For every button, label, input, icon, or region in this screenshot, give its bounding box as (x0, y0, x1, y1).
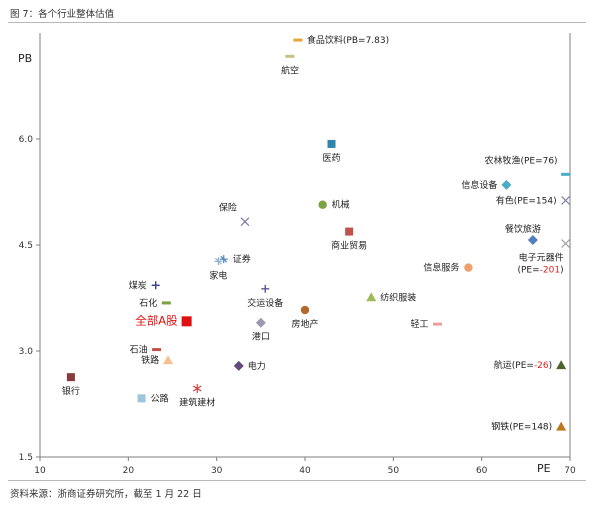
label-negative-part: -201 (540, 266, 560, 276)
point-marker (293, 38, 303, 42)
x-tick-label: 20 (123, 466, 135, 476)
label-part: 航运(PE= (494, 359, 534, 371)
x-tick-label: 30 (211, 466, 223, 476)
point-marker (161, 301, 171, 305)
y-axis-title: PB (18, 52, 32, 65)
point-marker (327, 139, 336, 148)
star-a (220, 255, 228, 263)
x-b (561, 239, 571, 249)
x-axis-title: PE (537, 462, 551, 475)
point-marker (433, 322, 442, 326)
point-marker (137, 394, 146, 403)
point-marker (261, 284, 270, 293)
point-marker (151, 281, 160, 290)
point-label: 餐饮旅游 (505, 223, 541, 235)
point-marker (345, 227, 354, 236)
point-marker (214, 257, 223, 266)
chart-marks (66, 38, 571, 431)
chart-axes: 10 20 30 40 50 60 70 1.5 3.0 4.5 6.0 PB PE (18, 33, 576, 476)
point-label: 铁路 (141, 354, 159, 366)
point-marker (255, 317, 266, 328)
point-label: 机械 (332, 199, 350, 211)
footer-divider (8, 480, 586, 481)
scatter-chart: 10 20 30 40 50 60 70 1.5 3.0 4.5 6.0 PB PE 食品饮料(PB=7… (18, 33, 576, 476)
y-tick-label: 3.0 (19, 347, 34, 357)
point-marker (561, 196, 571, 205)
point-marker (233, 360, 244, 371)
point-label: 证券 (233, 253, 251, 265)
point-label: 农林牧渔(PE=76) (484, 154, 557, 166)
y-tick-label: 6.0 (19, 135, 34, 145)
point-label: 纺织服装 (380, 291, 416, 303)
point-label: 保险 (219, 202, 237, 214)
point-marker (152, 348, 162, 352)
point-label: 医药 (322, 153, 340, 164)
point-marker (561, 239, 571, 249)
point-marker (556, 421, 567, 431)
ast-b (192, 385, 202, 392)
point-label: 煤炭 (129, 279, 147, 291)
point-marker (300, 305, 310, 315)
point-label: 全部A股 (135, 313, 178, 327)
point-marker (240, 217, 250, 227)
point-label: 电子元器件 (519, 252, 564, 264)
x-tick-label: 60 (476, 466, 488, 476)
x-b (240, 217, 250, 227)
label-negative-part: -26 (534, 361, 549, 371)
point-marker (192, 383, 202, 393)
caption-divider (8, 22, 586, 23)
point-label: 轻工 (410, 318, 428, 330)
point-label: 公路 (151, 392, 169, 404)
x-tick-label: 40 (299, 466, 311, 476)
star-a (215, 257, 222, 265)
x-b (561, 196, 571, 205)
x-tick-label: 50 (388, 466, 400, 476)
point-label: 钢铁(PE=148) (491, 421, 552, 433)
y-tick-label: 4.5 (19, 241, 33, 251)
point-label: 航空 (281, 64, 299, 76)
point-marker (285, 54, 295, 58)
label-part: (PE= (517, 266, 539, 276)
point-marker (464, 263, 473, 272)
point-marker (556, 360, 567, 370)
point-marker (163, 355, 174, 365)
point-label: 交运设备 (247, 297, 283, 309)
point-label: (PE=-201) (517, 266, 563, 276)
point-marker (181, 316, 192, 327)
point-label: 建筑建材 (179, 396, 215, 408)
label-part: ) (549, 361, 553, 371)
x-tick-label: 10 (34, 466, 46, 476)
point-label: 港口 (252, 331, 270, 343)
point-label: 家电 (209, 269, 227, 281)
y-tick-label: 1.5 (19, 453, 33, 463)
point-label: 航运(PE=-26) (494, 359, 552, 371)
source-note: 资料来源：浙商证券研究所，截至 1 月 22 日 (10, 489, 202, 500)
point-marker (318, 200, 327, 209)
point-label: 电力 (248, 360, 266, 372)
point-marker (501, 179, 512, 190)
point-label: 信息服务 (423, 262, 459, 274)
point-marker (66, 373, 75, 382)
point-marker (527, 235, 538, 246)
point-label: 有色(PE=154) (496, 194, 557, 206)
point-label: 食品饮料(PB=7.83) (307, 34, 389, 46)
point-label: 信息设备 (461, 179, 497, 191)
point-label: 房地产 (291, 318, 318, 330)
point-label: 商业贸易 (331, 240, 367, 252)
point-marker (561, 172, 571, 176)
point-marker (366, 292, 377, 302)
point-label: 石油 (130, 344, 148, 356)
point-label: 银行 (62, 385, 80, 397)
figure-caption: 图 7：各个行业整体估值 (10, 9, 115, 20)
point-label: 石化 (139, 297, 157, 309)
label-part: ) (560, 266, 564, 276)
point-marker (219, 255, 228, 264)
x-tick-label: 70 (564, 466, 576, 476)
